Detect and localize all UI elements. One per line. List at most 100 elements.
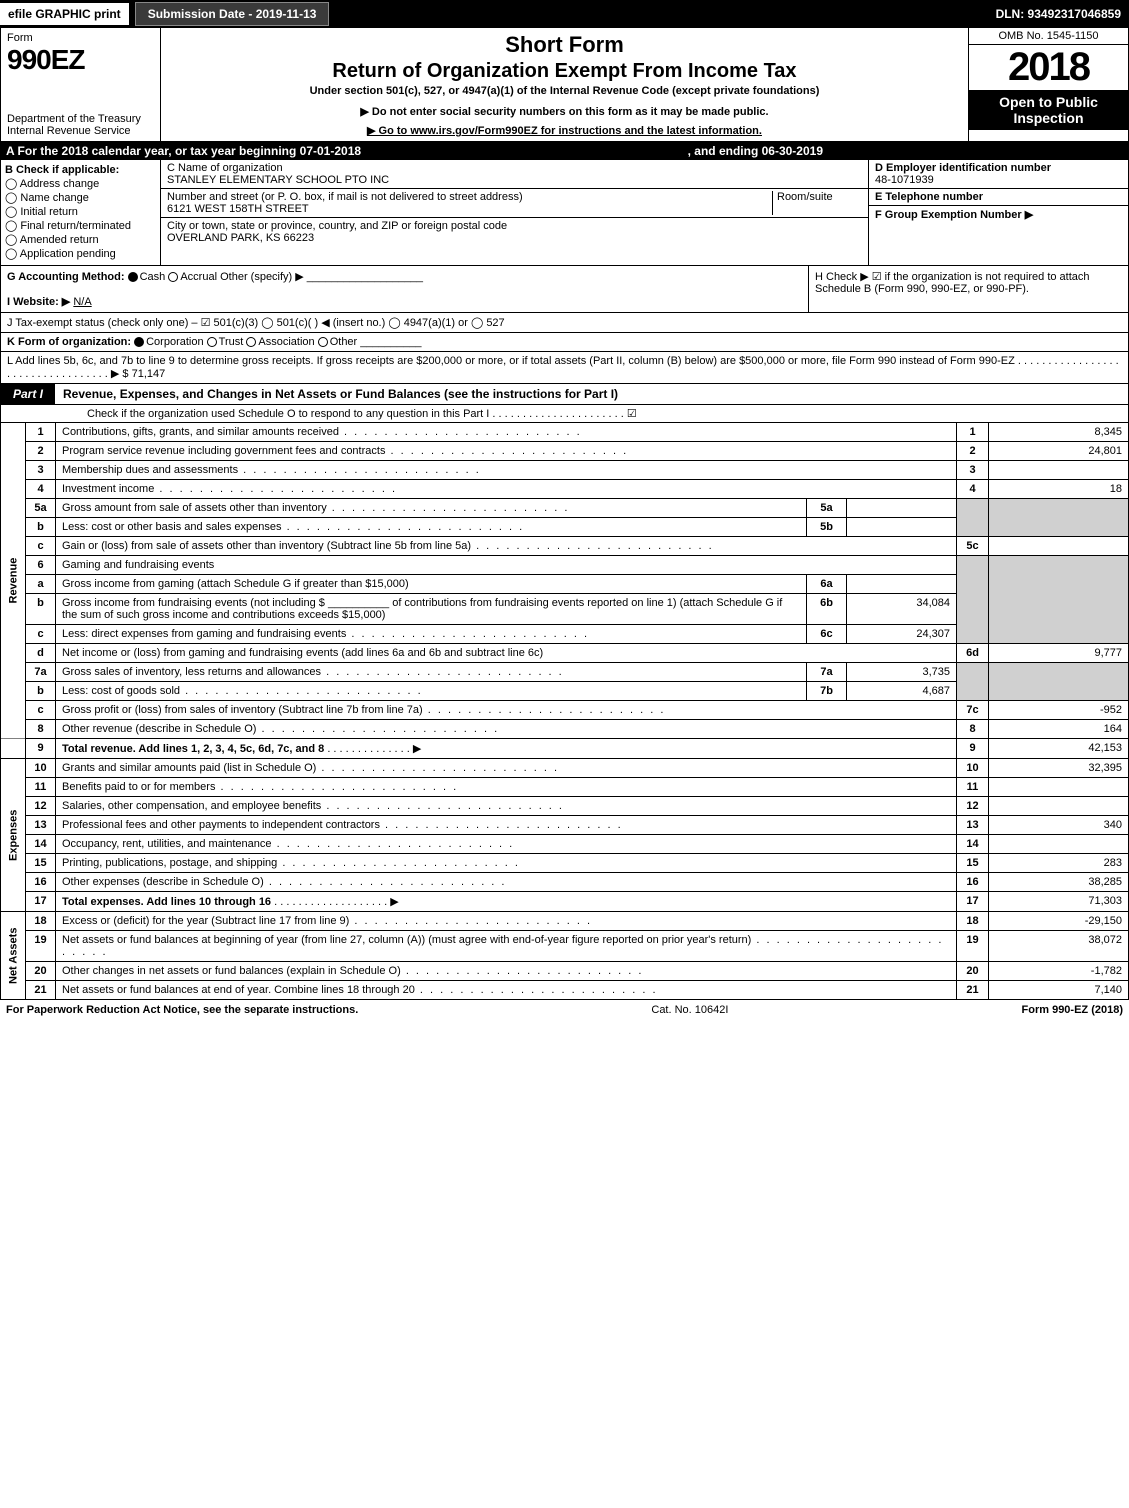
- row-k: K Form of organization: Corporation Trus…: [0, 333, 1129, 352]
- line-desc: Other revenue (describe in Schedule O): [62, 723, 499, 735]
- expenses-sidelabel: Expenses: [1, 759, 26, 912]
- line-num: 7a: [26, 663, 56, 682]
- org-name: STANLEY ELEMENTARY SCHOOL PTO INC: [167, 174, 389, 186]
- header-right: OMB No. 1545-1150 2018 Open to Public In…: [968, 28, 1128, 141]
- k-label: K Form of organization:: [7, 336, 131, 348]
- irs-label: Internal Revenue Service: [7, 125, 154, 137]
- sub-val: [847, 518, 957, 537]
- header-left: Form 990EZ Department of the Treasury In…: [1, 28, 161, 141]
- line-17: 17 Total expenses. Add lines 10 through …: [1, 892, 1129, 912]
- line-num: 6: [26, 556, 56, 575]
- sub-ref: 7a: [807, 663, 847, 682]
- line-ref: 13: [957, 816, 989, 835]
- radio-assoc-icon[interactable]: [246, 337, 256, 347]
- street-value: 6121 WEST 158TH STREET: [167, 203, 309, 215]
- section-h: H Check ▶ ☑ if the organization is not r…: [808, 266, 1128, 312]
- line-ref: 6d: [957, 644, 989, 663]
- line-num: b: [26, 594, 56, 625]
- line-5a: 5a Gross amount from sale of assets othe…: [1, 499, 1129, 518]
- form-label: Form: [7, 32, 154, 44]
- line-desc: Other expenses (describe in Schedule O): [62, 876, 506, 888]
- shade-cell: [989, 556, 1129, 644]
- short-form-title: Short Form: [169, 32, 960, 58]
- line-ref: 5c: [957, 537, 989, 556]
- line-3: 3 Membership dues and assessments 3: [1, 461, 1129, 480]
- line-ref: 11: [957, 778, 989, 797]
- line-amt: [989, 778, 1129, 797]
- radio-accrual-icon[interactable]: [168, 272, 178, 282]
- line-num: 9: [26, 739, 56, 759]
- website-value: N/A: [73, 296, 91, 308]
- h-text: H Check ▶ ☑ if the organization is not r…: [815, 271, 1090, 295]
- line-13: 13 Professional fees and other payments …: [1, 816, 1129, 835]
- top-bar: efile GRAPHIC print Submission Date - 20…: [0, 0, 1129, 28]
- line-8: 8 Other revenue (describe in Schedule O)…: [1, 720, 1129, 739]
- line-amt: [989, 537, 1129, 556]
- line-desc: Gross amount from sale of assets other t…: [62, 502, 569, 514]
- line-ref: 21: [957, 981, 989, 1000]
- chk-amended[interactable]: ◯ Amended return: [5, 233, 156, 246]
- line-15: 15 Printing, publications, postage, and …: [1, 854, 1129, 873]
- row-j: J Tax-exempt status (check only one) – ☑…: [0, 313, 1129, 333]
- line-desc: Less: direct expenses from gaming and fu…: [62, 628, 589, 640]
- shade-cell: [957, 499, 989, 537]
- line-num: 17: [26, 892, 56, 912]
- goto-link[interactable]: ▶ Go to www.irs.gov/Form990EZ for instru…: [169, 124, 960, 137]
- footer-left: For Paperwork Reduction Act Notice, see …: [6, 1004, 358, 1016]
- chk-label: Application pending: [20, 248, 116, 260]
- line-desc: Membership dues and assessments: [62, 464, 481, 476]
- line-num: 15: [26, 854, 56, 873]
- chk-initial[interactable]: ◯ Initial return: [5, 205, 156, 218]
- line-num: 11: [26, 778, 56, 797]
- street-label: Number and street (or P. O. box, if mail…: [167, 191, 523, 203]
- line-ref: 19: [957, 931, 989, 962]
- line-num: 3: [26, 461, 56, 480]
- chk-label: Amended return: [20, 234, 99, 246]
- sub-val: 34,084: [847, 594, 957, 625]
- sub-ref: 6c: [807, 625, 847, 644]
- line-desc: Excess or (deficit) for the year (Subtra…: [62, 915, 592, 927]
- line-amt: 9,777: [989, 644, 1129, 663]
- line-num: 1: [26, 423, 56, 442]
- i-label: I Website: ▶: [7, 296, 70, 308]
- line-amt: [989, 797, 1129, 816]
- line-6d: d Net income or (loss) from gaming and f…: [1, 644, 1129, 663]
- line-ref: 16: [957, 873, 989, 892]
- efile-label[interactable]: efile GRAPHIC print: [0, 3, 129, 25]
- accrual-label: Accrual: [180, 271, 217, 283]
- radio-corp-icon[interactable]: [134, 337, 144, 347]
- line-num: 8: [26, 720, 56, 739]
- line-desc: Less: cost of goods sold: [62, 685, 423, 697]
- line-amt: 38,072: [989, 931, 1129, 962]
- part1-tab: Part I: [1, 384, 55, 404]
- footer-mid: Cat. No. 10642I: [358, 1004, 1021, 1016]
- line-amt: 340: [989, 816, 1129, 835]
- line-7a: 7a Gross sales of inventory, less return…: [1, 663, 1129, 682]
- line-ref: 4: [957, 480, 989, 499]
- chk-label: Initial return: [20, 206, 77, 218]
- chk-name[interactable]: ◯ Name change: [5, 191, 156, 204]
- chk-pending[interactable]: ◯ Application pending: [5, 247, 156, 260]
- radio-cash-icon[interactable]: [128, 272, 138, 282]
- chk-final[interactable]: ◯ Final return/terminated: [5, 219, 156, 232]
- line-amt: 18: [989, 480, 1129, 499]
- group-cell: F Group Exemption Number ▶: [869, 206, 1128, 223]
- l-text: L Add lines 5b, 6c, and 7b to line 9 to …: [7, 355, 1119, 380]
- line-desc: Net assets or fund balances at beginning…: [62, 934, 943, 958]
- cal-year-begin: A For the 2018 calendar year, or tax yea…: [6, 144, 361, 158]
- calendar-year-row: A For the 2018 calendar year, or tax yea…: [0, 142, 1129, 160]
- org-name-cell: C Name of organization STANLEY ELEMENTAR…: [161, 160, 868, 189]
- line-num: 13: [26, 816, 56, 835]
- line-desc: Occupancy, rent, utilities, and maintena…: [62, 838, 514, 850]
- sub-val: 24,307: [847, 625, 957, 644]
- line-amt: 8,345: [989, 423, 1129, 442]
- sub-ref: 7b: [807, 682, 847, 701]
- line-desc: Total revenue. Add lines 1, 2, 3, 4, 5c,…: [62, 743, 324, 755]
- radio-other-icon[interactable]: [318, 337, 328, 347]
- radio-trust-icon[interactable]: [207, 337, 217, 347]
- line-amt: 32,395: [989, 759, 1129, 778]
- line-amt: 24,801: [989, 442, 1129, 461]
- line-ref: 18: [957, 912, 989, 931]
- phone-label: E Telephone number: [875, 191, 983, 203]
- chk-address[interactable]: ◯ Address change: [5, 177, 156, 190]
